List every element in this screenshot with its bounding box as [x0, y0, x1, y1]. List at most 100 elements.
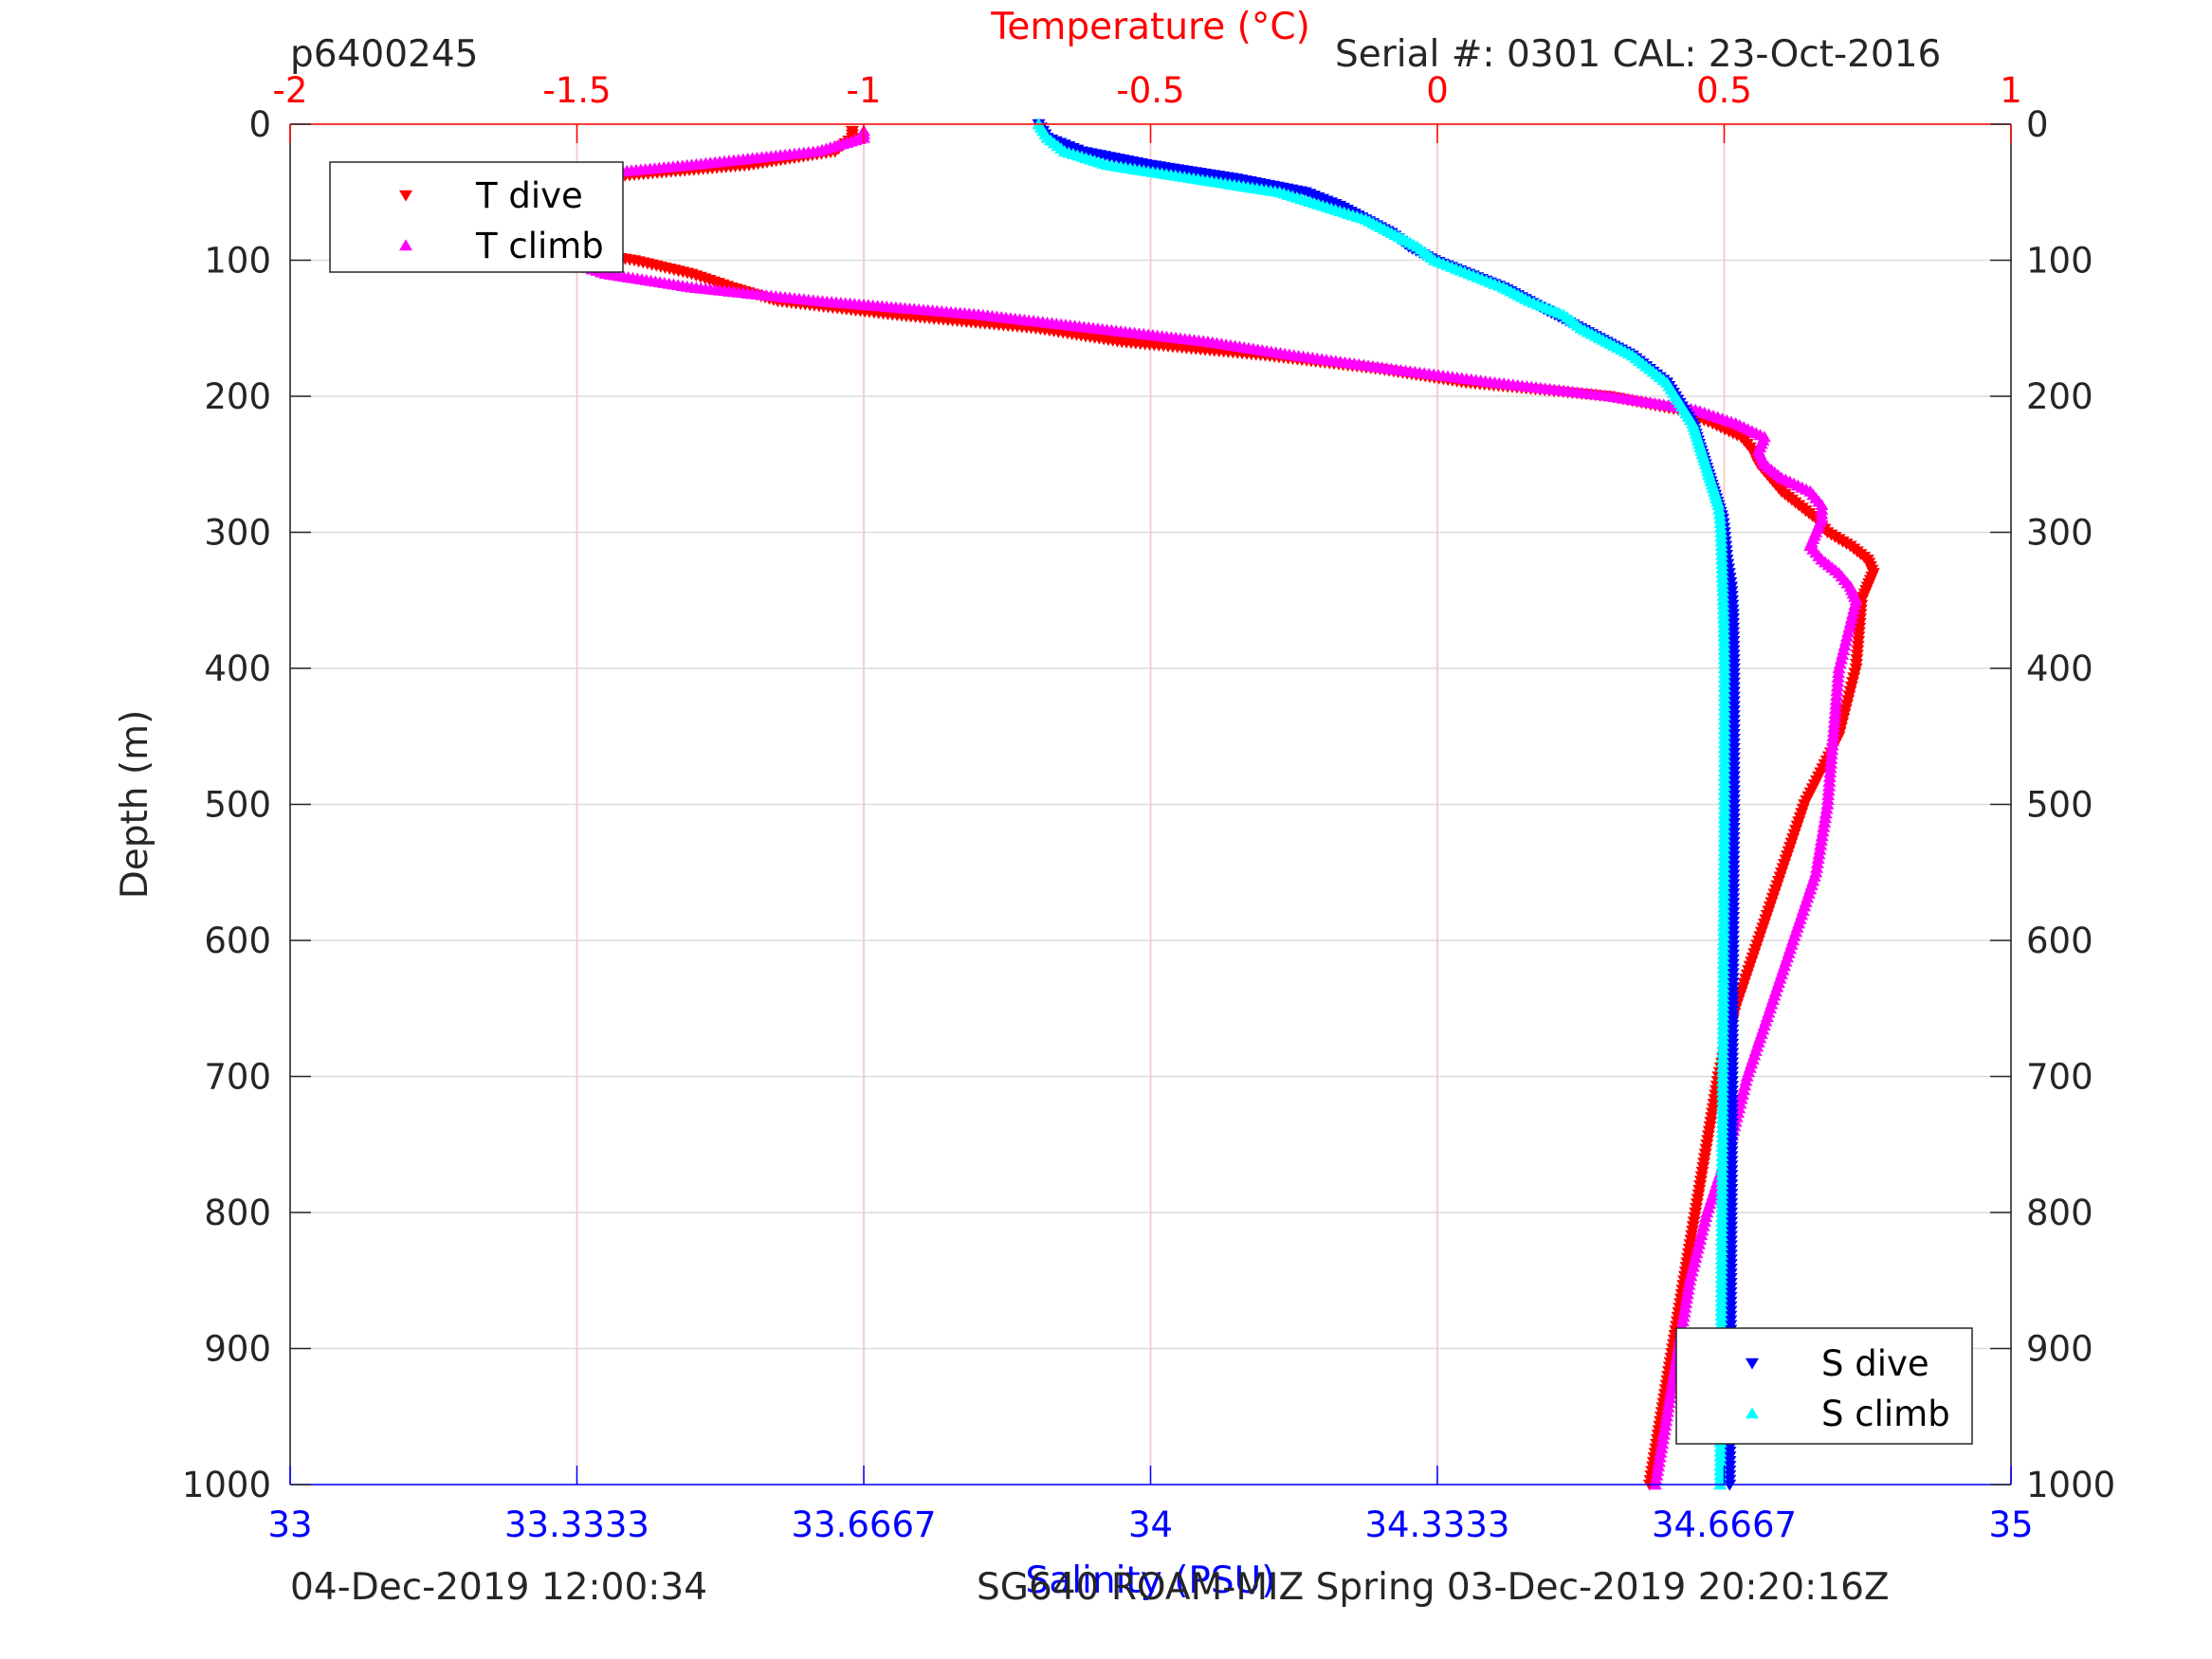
depth-tick-label-left: 700	[204, 1057, 271, 1098]
data-point	[1650, 1468, 1664, 1481]
legend-marker	[399, 239, 412, 251]
temperature-tick-label: 0	[1426, 70, 1449, 111]
legend-label: S dive	[1821, 1343, 1929, 1384]
data-point	[1679, 1297, 1693, 1308]
temperature-axis-title: Temperature (°C)	[990, 6, 1310, 48]
salinity-legend: S dive S climb	[1675, 1327, 1973, 1445]
depth-tick-label-left: 300	[204, 513, 271, 554]
depth-tick-label-left: 100	[204, 241, 271, 282]
data-point	[1818, 815, 1832, 828]
data-point	[1678, 1301, 1692, 1313]
depth-tick-label-left: 400	[204, 648, 271, 689]
data-point	[1810, 861, 1824, 873]
data-point	[1680, 1287, 1694, 1300]
data-point	[1664, 1382, 1678, 1395]
data-point	[1817, 820, 1831, 832]
depth-tick-label-left: 500	[204, 785, 271, 826]
axes-layer	[289, 123, 2012, 1486]
data-point	[1652, 1460, 1666, 1472]
legend-label: S climb	[1821, 1394, 1950, 1434]
data-point	[1655, 1432, 1670, 1445]
salinity-tick-label: 35	[1988, 1504, 2033, 1545]
temperature-tick-label: 1	[2000, 70, 2022, 111]
depth-tick-label-right: 800	[2026, 1193, 2093, 1233]
depth-tick-label-right: 1000	[2026, 1465, 2115, 1505]
legend-marker	[1746, 1358, 1759, 1370]
data-point	[1814, 838, 1828, 850]
legends-layer: T dive T climb S dive S climb	[329, 161, 1973, 1445]
grid-layer	[289, 123, 2012, 1486]
data-point	[1658, 1419, 1673, 1431]
salinity-tick-label: 33	[267, 1504, 312, 1545]
depth-tick-label-left: 1000	[182, 1465, 271, 1505]
data-point	[1661, 1401, 1675, 1413]
temperature-tick-label: 0.5	[1696, 70, 1752, 111]
data-point	[1649, 1473, 1663, 1486]
data-point	[1681, 1283, 1695, 1295]
salinity-tick-label: 34	[1128, 1504, 1173, 1545]
data-point	[1818, 811, 1832, 824]
data-point	[1816, 825, 1830, 837]
salinity-tick-label: 33.6667	[792, 1504, 937, 1545]
temperature-legend: T dive T climb	[329, 161, 624, 273]
data-point	[1653, 1450, 1667, 1463]
tick-labels-layer: 0 0 100 100 200 200 300 300 400 400 500 500 600 600 70…	[114, 6, 2115, 1602]
data-point	[1659, 1414, 1673, 1427]
profile-id-label: p6400245	[290, 33, 479, 76]
data-point	[1682, 1278, 1696, 1290]
data-point	[1664, 1387, 1678, 1399]
data-point	[1663, 1392, 1677, 1404]
depth-tick-label-right: 400	[2026, 648, 2093, 689]
temperature-tick-label: -2	[273, 70, 308, 111]
data-point	[1820, 797, 1835, 810]
data-point	[1819, 807, 1833, 819]
depth-tick-label-right: 900	[2026, 1329, 2093, 1370]
depth-tick-label-right: 200	[2026, 376, 2093, 417]
data-point	[1662, 1396, 1676, 1409]
data-point	[1654, 1446, 1668, 1458]
data-point	[1812, 848, 1826, 860]
temperature-tick-label: -1.5	[542, 70, 611, 111]
depth-tick-label-right: 600	[2026, 921, 2093, 961]
data-point	[1665, 1378, 1679, 1391]
data-point	[1655, 1437, 1670, 1449]
depth-tick-label-left: 600	[204, 921, 271, 961]
data-point	[1660, 1405, 1674, 1417]
data-point	[1813, 843, 1827, 855]
data-point	[1657, 1423, 1672, 1435]
depth-tick-label-right: 0	[2026, 104, 2049, 145]
data-point	[1683, 1274, 1697, 1285]
temperature-tick-label: -0.5	[1116, 70, 1184, 111]
data-point	[1810, 857, 1824, 868]
depth-tick-label-right: 500	[2026, 785, 2093, 826]
depth-tick-label-right: 300	[2026, 513, 2093, 554]
data-point	[1814, 834, 1828, 847]
depth-tick-label-left: 0	[248, 104, 271, 145]
data-point	[1679, 1292, 1693, 1304]
footer-timestamp: 04-Dec-2019 12:00:34	[290, 1566, 708, 1609]
depth-tick-label-right: 700	[2026, 1057, 2093, 1098]
legend-marker	[399, 190, 412, 202]
data-point	[1677, 1305, 1691, 1318]
data-point	[1654, 1442, 1669, 1453]
salinity-tick-label: 34.6667	[1652, 1504, 1797, 1545]
data-point	[1660, 1410, 1673, 1422]
legend-marker	[1746, 1407, 1759, 1419]
data-point	[1815, 830, 1829, 842]
footer-mission: SG640 ROAM-MIZ Spring 03-Dec-2019 20:20:…	[977, 1566, 1890, 1609]
data-point	[1652, 1455, 1666, 1468]
depth-tick-label-left: 800	[204, 1193, 271, 1233]
legend-label: T dive	[475, 175, 583, 216]
data-point	[1656, 1428, 1671, 1440]
depth-tick-label-left: 900	[204, 1329, 271, 1370]
salinity-tick-label: 33.3333	[504, 1504, 649, 1545]
legend-label: T climb	[475, 226, 604, 266]
data-point	[1651, 1465, 1665, 1476]
depth-tick-label-right: 100	[2026, 241, 2093, 282]
salinity-tick-label: 34.3333	[1364, 1504, 1509, 1545]
serial-cal-label: Serial #: 0301 CAL: 23-Oct-2016	[1335, 33, 1942, 76]
depth-tick-label-left: 200	[204, 376, 271, 417]
temperature-tick-label: -1	[847, 70, 882, 111]
depth-axis-title: Depth (m)	[114, 710, 156, 900]
